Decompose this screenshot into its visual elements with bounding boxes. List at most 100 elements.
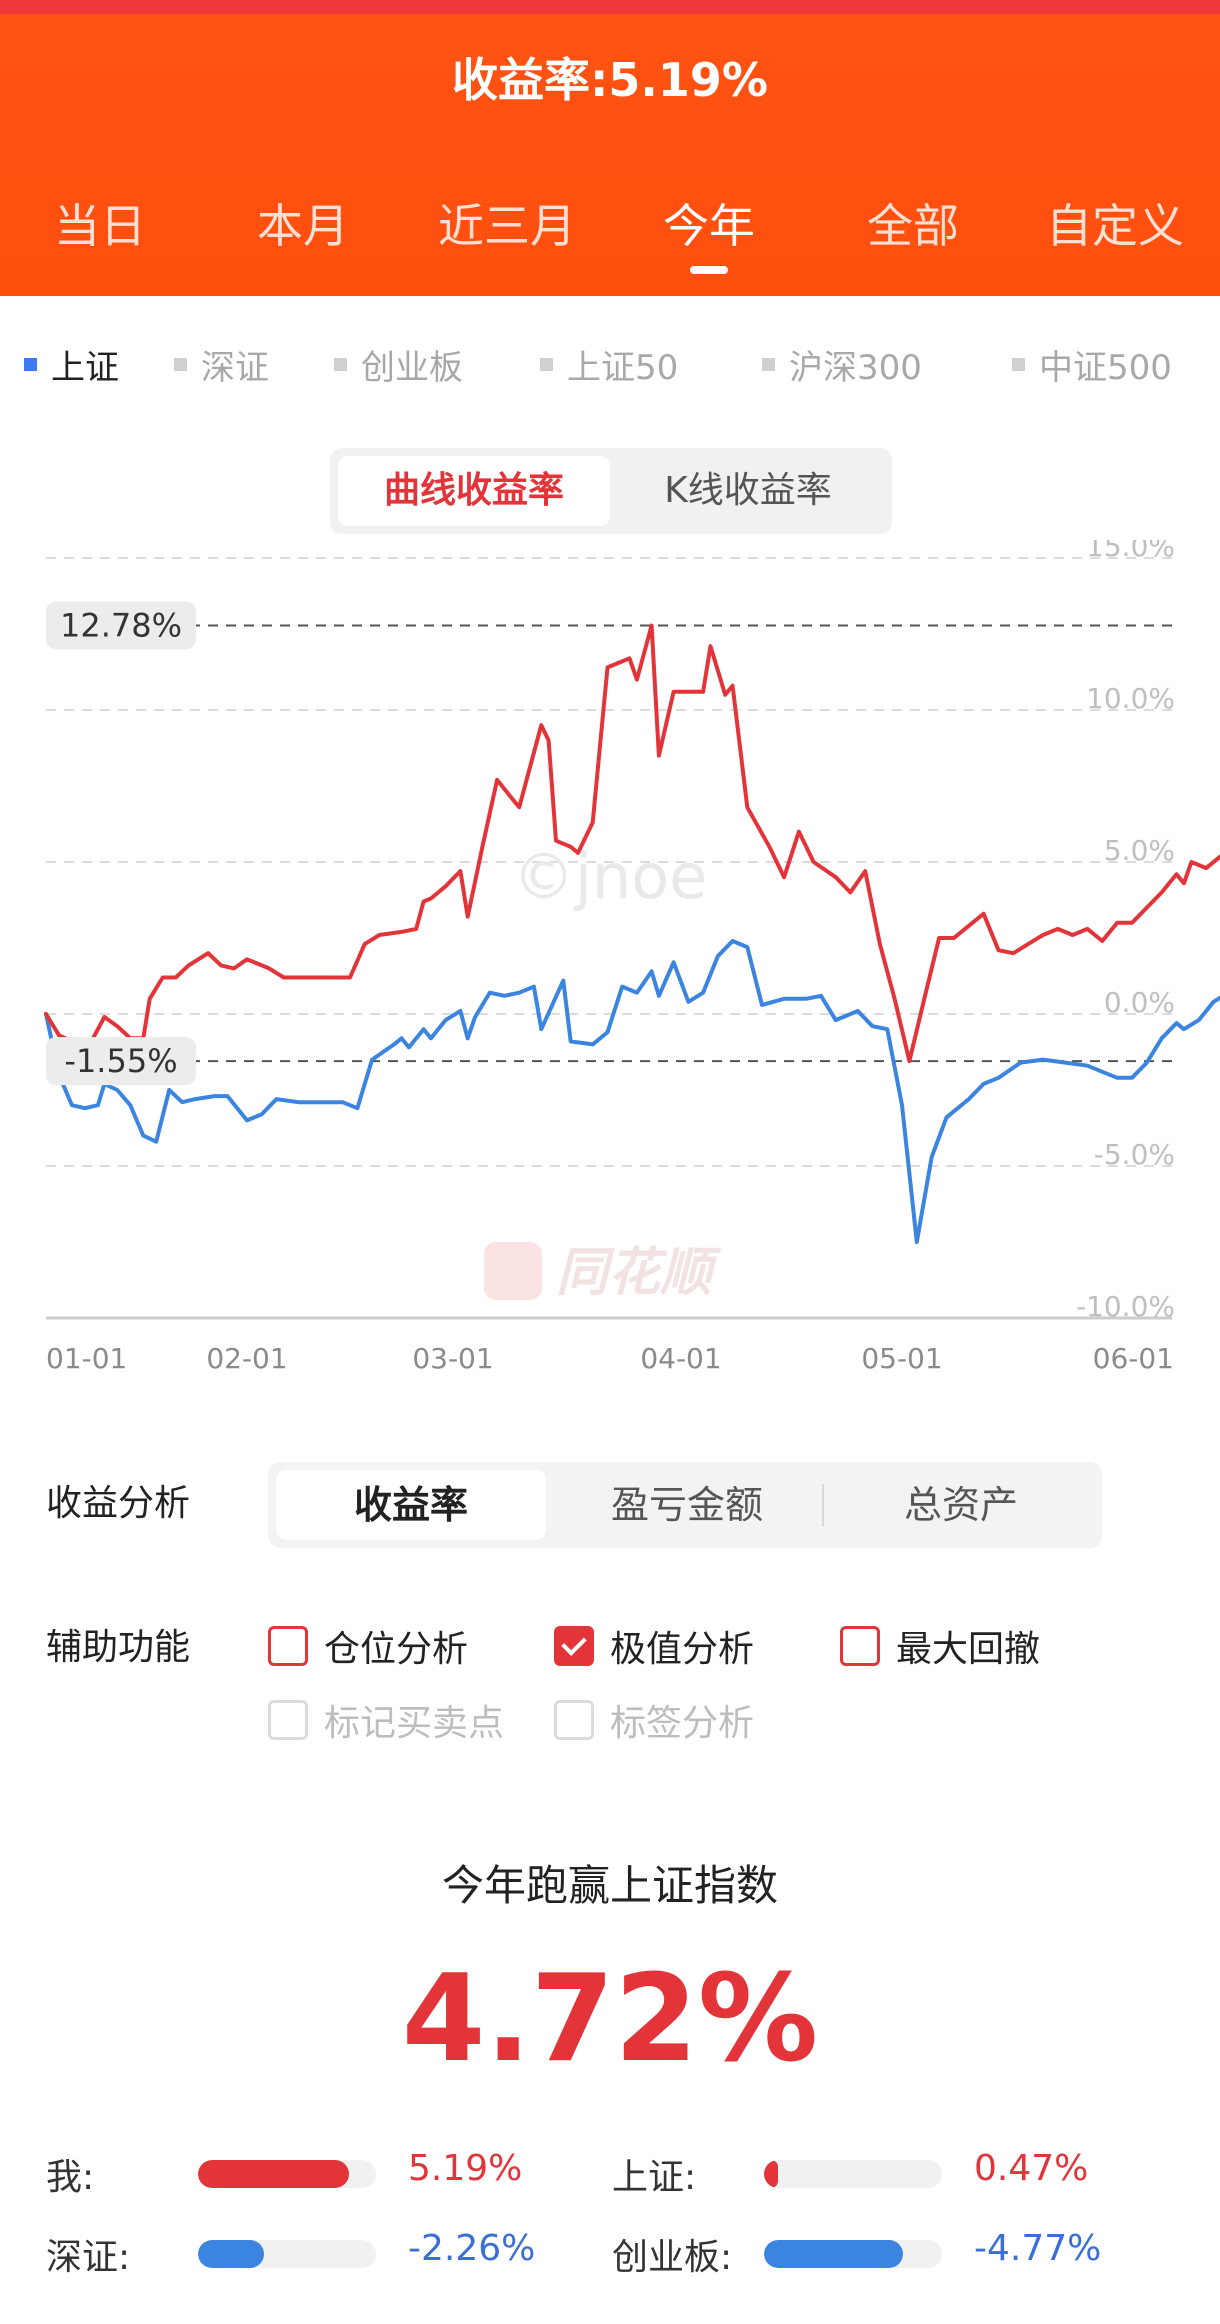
- portfolio-series-line: [44, 623, 1220, 1064]
- x-tick-label: 04-01: [640, 1342, 721, 1375]
- return-rate-title: 收益率:5.19%: [0, 44, 1220, 110]
- index-label: 创业板: [361, 348, 463, 388]
- compare-row-shenzhen: 深证: -2.26%: [46, 2228, 566, 2278]
- index-label: 上证50: [567, 348, 679, 388]
- tab-today[interactable]: 当日: [54, 199, 146, 253]
- compare-row-me: 我: 5.19%: [46, 2148, 566, 2198]
- brand-logo-icon: [484, 1242, 542, 1300]
- max-value-label-bg: [46, 601, 196, 650]
- compare-bar-fill: [198, 2240, 264, 2268]
- compare-label: 我:: [46, 2157, 95, 2198]
- extreme-value-analysis-checkbox[interactable]: 极值分析: [554, 1620, 754, 1672]
- compare-bar-track: [198, 2160, 376, 2188]
- analysis-label: 收益分析: [46, 1483, 191, 1524]
- index-label: 上证: [51, 348, 119, 388]
- compare-bar-track: [764, 2240, 942, 2268]
- checkbox-label: 标签分析: [610, 1703, 755, 1744]
- legend-square-icon: [1012, 358, 1025, 371]
- tab-last-three-months[interactable]: 近三月: [438, 199, 576, 253]
- return-chart[interactable]: 15.0% 10.0% 5.0% 0.0% -5.0% -10.0% 01-01 02-01 0…: [0, 540, 1220, 1400]
- compare-bar-fill: [198, 2160, 350, 2188]
- compare-bar-fill: [764, 2160, 779, 2188]
- compare-bar-track: [764, 2160, 942, 2188]
- compare-value: -2.26%: [408, 2228, 536, 2269]
- checkbox-icon: [268, 1700, 308, 1740]
- legend-square-icon: [174, 358, 187, 371]
- checkmark-icon: [554, 1626, 594, 1666]
- index-label: 沪深300: [789, 348, 922, 388]
- compare-value: -4.77%: [974, 2228, 1102, 2269]
- segment-return-rate[interactable]: 收益率: [276, 1470, 546, 1540]
- tag-analysis-checkbox: 标签分析: [554, 1694, 754, 1746]
- index-label: 中证500: [1039, 348, 1172, 388]
- compare-value: 5.19%: [408, 2148, 523, 2189]
- y-tick-label: -10.0%: [1076, 1290, 1175, 1323]
- index-csi300[interactable]: 沪深300: [762, 340, 922, 389]
- y-tick-label: 10.0%: [1086, 682, 1175, 715]
- max-drawdown-checkbox[interactable]: 最大回撤: [840, 1620, 1040, 1672]
- tab-this-year[interactable]: 今年: [663, 199, 755, 253]
- legend-square-icon: [334, 358, 347, 371]
- checkbox-label: 仓位分析: [324, 1629, 469, 1670]
- y-tick-label: 5.0%: [1104, 834, 1175, 867]
- index-label: 深证: [201, 348, 269, 388]
- x-tick-label: 03-01: [412, 1342, 493, 1375]
- header-bar: 收益率:5.19% 当日 本月 近三月 今年 全部 自定义: [0, 0, 1220, 296]
- curve-return-button[interactable]: 曲线收益率: [338, 456, 610, 526]
- checkbox-icon: [268, 1626, 308, 1666]
- index-shanghai[interactable]: 上证: [24, 340, 119, 389]
- tab-custom[interactable]: 自定义: [1046, 199, 1184, 253]
- x-tick-label: 02-01: [206, 1342, 287, 1375]
- compare-bar-fill: [764, 2240, 903, 2268]
- aux-function-label: 辅助功能: [46, 1627, 191, 1668]
- checkbox-icon: [840, 1626, 880, 1666]
- legend-square-icon: [24, 358, 37, 371]
- segment-profit-amount[interactable]: 盈亏金额: [610, 1483, 763, 1527]
- checkbox-icon: [554, 1700, 594, 1740]
- analysis-segmented-control: 收益率 盈亏金额 总资产: [268, 1462, 1102, 1548]
- mark-trades-checkbox: 标记买卖点: [268, 1694, 504, 1746]
- compare-value: 0.47%: [974, 2148, 1089, 2189]
- brand-logo-text: 同花顺: [556, 1243, 722, 1303]
- outperform-value: 4.72%: [401, 1950, 819, 2089]
- checkbox-label: 标记买卖点: [324, 1703, 505, 1744]
- return-rate-label: 收益率:: [452, 53, 609, 107]
- watermark-text: ©jnoe: [513, 840, 708, 913]
- kline-return-button[interactable]: K线收益率: [664, 470, 832, 511]
- segment-total-assets[interactable]: 总资产: [903, 1483, 1018, 1527]
- index-shenzhen[interactable]: 深证: [174, 340, 269, 389]
- tab-this-month[interactable]: 本月: [257, 199, 349, 253]
- benchmark-series-line: [44, 939, 1220, 1244]
- index-sse50[interactable]: 上证50: [540, 340, 678, 389]
- index-csi500[interactable]: 中证500: [1012, 340, 1172, 389]
- y-tick-label: -5.0%: [1094, 1138, 1175, 1171]
- y-tick-label: 15.0%: [1086, 540, 1175, 563]
- x-tick-label: 06-01: [1093, 1342, 1174, 1375]
- chart-mode-toggle: 曲线收益率 K线收益率: [330, 448, 892, 534]
- active-tab-indicator: [690, 266, 728, 274]
- range-tabs: 当日 本月 近三月 今年 全部 自定义: [0, 190, 1220, 253]
- checkbox-label: 极值分析: [610, 1629, 755, 1670]
- compare-label: 创业板:: [612, 2237, 733, 2278]
- compare-row-chinext: 创业板: -4.77%: [612, 2228, 1172, 2278]
- x-tick-label: 05-01: [861, 1342, 942, 1375]
- compare-label: 上证:: [612, 2157, 697, 2198]
- compare-row-shanghai: 上证: 0.47%: [612, 2148, 1172, 2198]
- return-chart-svg: 15.0% 10.0% 5.0% 0.0% -5.0% -10.0% 01-01 02-01 0…: [44, 540, 1220, 1375]
- index-selector: 上证 深证 创业板 上证50 沪深300 中证500: [0, 340, 1220, 390]
- position-analysis-checkbox[interactable]: 仓位分析: [268, 1620, 468, 1672]
- x-tick-label: 01-01: [46, 1342, 127, 1375]
- min-value-label-bg: [46, 1037, 196, 1086]
- segment-divider: [822, 1484, 824, 1526]
- max-value-label: 12.78%: [60, 606, 182, 644]
- outperform-title: 今年跑赢上证指数: [441, 1861, 778, 1910]
- index-chinext[interactable]: 创业板: [334, 340, 463, 389]
- legend-square-icon: [762, 358, 775, 371]
- compare-bar-track: [198, 2240, 376, 2268]
- return-rate-value: 5.19%: [608, 53, 768, 107]
- tab-all[interactable]: 全部: [867, 199, 959, 253]
- y-tick-label: 0.0%: [1104, 986, 1175, 1019]
- legend-square-icon: [540, 358, 553, 371]
- checkbox-label: 最大回撤: [896, 1629, 1041, 1670]
- min-value-label: -1.55%: [64, 1042, 177, 1080]
